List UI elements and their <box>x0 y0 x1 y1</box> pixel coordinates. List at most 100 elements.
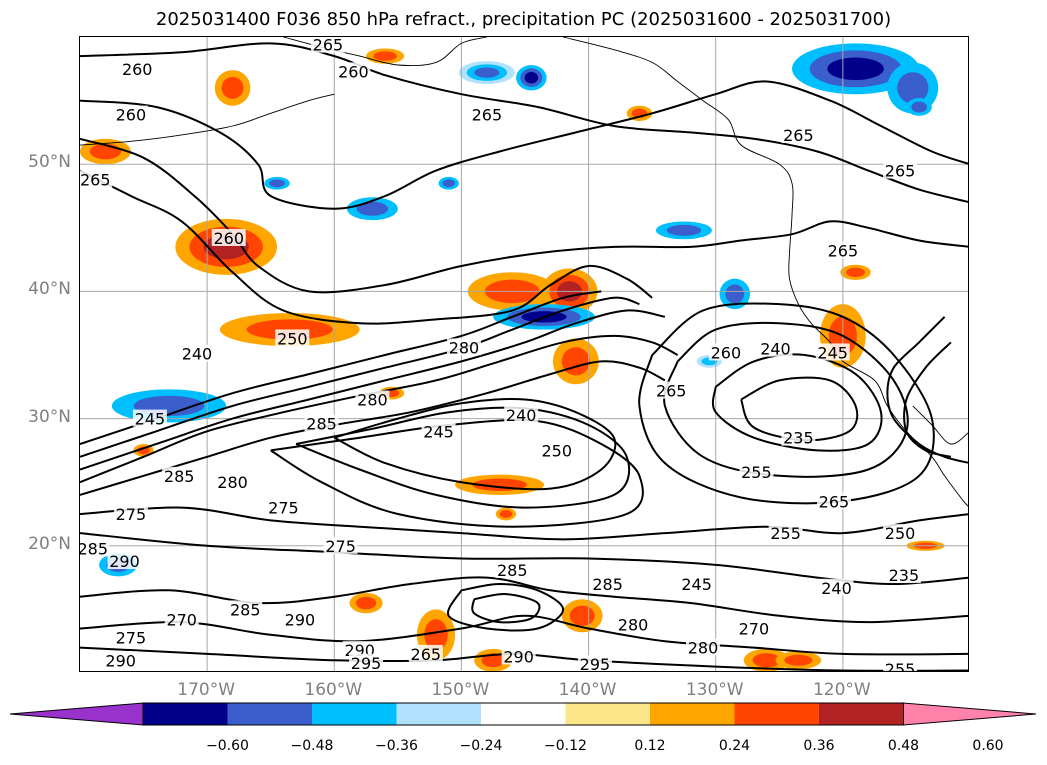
contour-label-bg <box>355 390 390 408</box>
lon-label: 160°W <box>304 680 363 700</box>
precip-patch-22 <box>424 619 448 651</box>
contour-label: 250 <box>542 441 573 460</box>
contour-label: 280 <box>357 391 388 410</box>
contour-label: 245 <box>423 422 454 441</box>
precip-patch-35 <box>499 510 513 518</box>
contour-line <box>80 614 968 656</box>
contour-label-bg <box>162 466 197 484</box>
contour-label-bg <box>819 578 854 596</box>
contour-label: 280 <box>449 338 480 357</box>
contour-label: 240 <box>821 579 852 598</box>
contour-label-bg <box>539 441 574 459</box>
colorbar-segment <box>734 703 819 725</box>
contour-label-bg <box>266 498 301 516</box>
contour-label: 275 <box>325 537 356 556</box>
colorbar-tick-label: −0.60 <box>206 738 249 754</box>
contour-label: 255 <box>885 660 916 672</box>
lon-label: 120°W <box>812 680 871 700</box>
contour-label-bg <box>215 473 250 491</box>
contour-label: 260 <box>213 229 244 248</box>
contour-label: 245 <box>681 575 712 594</box>
contour-label-bg <box>132 409 167 427</box>
lon-label: 170°W <box>177 680 236 700</box>
contour-label-bg <box>577 655 612 671</box>
contour-label-bg <box>107 552 142 570</box>
contour-label-bg <box>679 574 714 592</box>
map-title: 2025031400 F036 850 hPa refract., precip… <box>155 9 892 30</box>
colorbar-segment <box>481 703 566 725</box>
contour-label-bg <box>310 37 345 53</box>
contour-label: 235 <box>783 429 814 448</box>
contour-label-bg <box>113 105 148 123</box>
precip-patch-21 <box>355 596 377 610</box>
contour-label-bg <box>446 338 481 356</box>
colorbar-segment <box>819 703 904 725</box>
contour-line <box>80 137 968 294</box>
contour-line <box>295 406 631 509</box>
contour-label: 265 <box>80 170 111 189</box>
precip-patch-31 <box>911 101 927 113</box>
contour-label: 290 <box>285 611 316 630</box>
contour-label: 265 <box>783 126 814 145</box>
contour-label-bg <box>179 344 214 362</box>
contour-line <box>80 296 640 458</box>
contour-label-bg <box>616 615 651 633</box>
colorbar-tick-label: −0.36 <box>375 738 418 754</box>
colorbar-tick-label: −0.48 <box>290 738 334 754</box>
contour-label-bg <box>686 638 720 656</box>
contour-label-bg <box>80 170 113 188</box>
contour-label: 280 <box>217 473 248 492</box>
contour-line <box>80 290 602 445</box>
colorbar-tick-label: 0.12 <box>634 738 666 754</box>
coastline <box>912 405 968 445</box>
precip-patch-29 <box>269 179 285 188</box>
contour-line <box>80 334 679 484</box>
contour-line <box>446 583 565 632</box>
contour-label: 270 <box>166 611 197 630</box>
contour-label: 265 <box>313 37 344 55</box>
contour-label-bg <box>495 560 530 578</box>
contour-label-bg <box>336 62 371 80</box>
contour-label: 240 <box>506 406 537 425</box>
contour-label-bg <box>816 492 851 510</box>
colorbar-segment <box>227 703 312 725</box>
contour-label-bg <box>883 524 918 542</box>
contour-label-bg <box>80 539 110 557</box>
contour-label-bg <box>736 619 771 637</box>
precip-patch-9 <box>827 57 884 81</box>
contour-label: 295 <box>580 655 611 672</box>
contour-label-bg <box>323 536 358 554</box>
contour-label: 265 <box>828 242 859 261</box>
contour-label-bg <box>504 405 539 423</box>
lon-label: 130°W <box>685 680 744 700</box>
contour-line <box>333 398 617 491</box>
colorbar-outline <box>142 702 904 726</box>
contour-label-bg <box>886 566 921 584</box>
colorbar-tick-label: 0.60 <box>972 738 1004 754</box>
map-canvas: 260 260 265 260 265 265 265 265 260 265 250 240 280 2… <box>80 37 968 672</box>
contour-label-bg <box>103 651 138 669</box>
contour-label-bg <box>421 422 456 440</box>
contour-line <box>638 302 935 505</box>
contour-label-bg <box>164 610 199 628</box>
colorbar-tick-label: −0.12 <box>544 738 587 754</box>
lon-label: 150°W <box>431 680 490 700</box>
contour-label-bg <box>825 241 860 259</box>
colorbar-tick-label: 0.48 <box>887 738 920 754</box>
contour-label: 250 <box>277 329 308 348</box>
contour-label: 285 <box>230 600 261 619</box>
contour-label: 290 <box>503 647 534 666</box>
contour-line <box>80 506 968 541</box>
contour-label: 270 <box>739 619 770 638</box>
colorbar-segment <box>650 703 735 725</box>
precip-patch-23 <box>481 653 505 668</box>
contour-label-bg <box>113 505 148 522</box>
precip-patch-20 <box>846 267 865 278</box>
contour-label: 240 <box>760 340 791 359</box>
lat-label: 20°N <box>28 533 71 554</box>
contour-label-bg <box>739 463 774 481</box>
contour-label-bg <box>275 329 310 347</box>
contour-label: 280 <box>618 616 649 635</box>
contour-label-bg <box>304 414 339 432</box>
colorbar-tick-label: 0.36 <box>803 738 835 754</box>
